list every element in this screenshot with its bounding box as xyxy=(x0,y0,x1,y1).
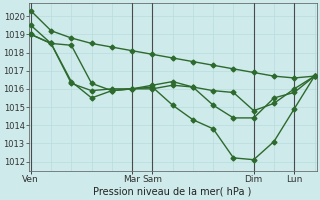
X-axis label: Pression niveau de la mer( hPa ): Pression niveau de la mer( hPa ) xyxy=(93,187,252,197)
